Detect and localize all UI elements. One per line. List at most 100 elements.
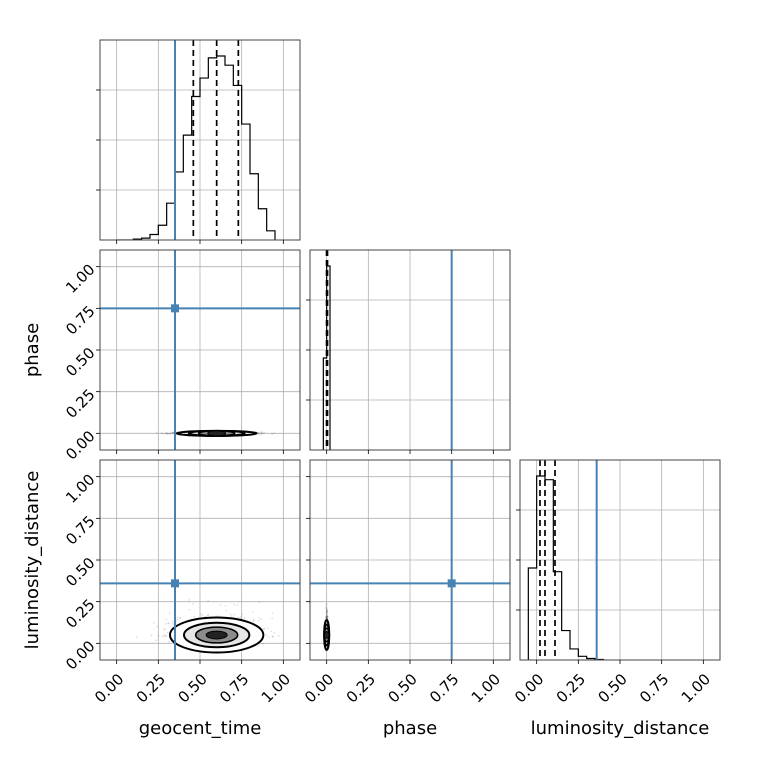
x-tick-label: 1.00 (468, 670, 504, 706)
scatter-point (261, 642, 264, 645)
y-axis-label-phase: phase (22, 323, 43, 377)
scatter-point (192, 615, 195, 618)
histogram-luminosity_distance (527, 475, 604, 660)
scatter-point (155, 431, 158, 434)
scatter-point (171, 431, 173, 434)
scatter-point (263, 627, 266, 630)
scatter-point (273, 632, 276, 634)
scatter-point (164, 432, 167, 435)
scatter-point (176, 616, 179, 619)
scatter-point (258, 617, 261, 620)
density-contour-4 (207, 430, 227, 437)
scatter-point (163, 628, 165, 631)
scatter-point (165, 431, 168, 434)
scatter-point (172, 431, 175, 434)
scatter-point (326, 610, 329, 613)
scatter-point (171, 620, 174, 623)
scatter-point (163, 634, 166, 637)
y-tick-label: 0.75 (62, 512, 98, 548)
scatter-point (243, 617, 246, 619)
scatter-point (167, 622, 170, 625)
scatter-point (201, 614, 204, 617)
scatter-point (326, 607, 328, 610)
scatter-point (325, 607, 327, 610)
density-contour-4 (323, 631, 330, 639)
scatter-point (325, 602, 328, 605)
x-tick-label: 0.50 (384, 670, 420, 706)
scatter-point (165, 622, 167, 625)
scatter-point (266, 627, 269, 630)
scatter-point (263, 431, 266, 434)
panel-luminosity_distance-luminosity_distance (519, 459, 721, 661)
scatter-point (219, 604, 222, 606)
scatter-point (164, 635, 167, 638)
scatter-point (273, 432, 276, 435)
scatter-point (326, 614, 329, 617)
y-tick-label: 1.00 (62, 470, 98, 506)
panel-content (100, 460, 300, 660)
scatter-point (325, 612, 328, 615)
scatter-point (326, 615, 328, 617)
x-tick-label: 0.75 (636, 670, 672, 706)
y-tick-label: 0.50 (62, 344, 98, 380)
panel-content (310, 460, 510, 660)
x-tick-label: 0.25 (133, 670, 169, 706)
scatter-point (277, 634, 280, 637)
panel-content (310, 250, 510, 450)
scatter-point (265, 634, 268, 636)
panel-content (520, 460, 720, 660)
x-tick-label: 0.50 (594, 670, 630, 706)
panel-phase-phase (309, 249, 511, 451)
scatter-point (233, 613, 236, 616)
truth-marker (447, 579, 456, 588)
scatter-point (166, 432, 168, 435)
scatter-point (225, 609, 227, 612)
y-axis-label-luminosity_distance: luminosity_distance (22, 471, 43, 650)
scatter-point (167, 640, 170, 643)
scatter-point (271, 635, 274, 638)
scatter-point (237, 616, 240, 619)
panel-content (100, 250, 300, 450)
truth-marker (171, 304, 179, 313)
scatter-point (325, 613, 328, 616)
scatter-point (326, 617, 329, 620)
scatter-point (260, 432, 263, 434)
y-tick-label: 0.00 (62, 427, 98, 463)
scatter-point (261, 431, 264, 434)
scatter-point (241, 613, 244, 616)
x-tick-label: 0.00 (301, 670, 337, 706)
scatter-point (167, 432, 170, 435)
panel-geocent_time-geocent_time (99, 39, 301, 241)
scatter-point (325, 616, 328, 619)
y-tick-label: 1.00 (62, 260, 98, 296)
scatter-point (153, 621, 155, 624)
scatter-point (165, 618, 168, 621)
scatter-point (191, 603, 194, 605)
histogram-geocent_time (116, 55, 276, 240)
scatter-point (326, 616, 329, 618)
x-tick-label: 0.50 (174, 670, 210, 706)
x-tick-label: 1.00 (678, 670, 714, 706)
x-axis-label-luminosity_distance: luminosity_distance (531, 718, 710, 739)
truth-marker (171, 579, 179, 588)
scatter-point (326, 617, 329, 620)
scatter-point (325, 616, 327, 618)
scatter-point (325, 610, 328, 613)
scatter-point (188, 599, 191, 601)
x-tick-label: 1.00 (258, 670, 294, 706)
scatter-point (170, 432, 173, 435)
scatter-point (257, 644, 260, 647)
scatter-point (325, 615, 328, 618)
scatter-point (262, 627, 265, 630)
scatter-point (325, 609, 328, 612)
scatter-point (166, 433, 169, 436)
scatter-point (161, 635, 164, 638)
x-axis-label-phase: phase (383, 718, 437, 739)
scatter-point (240, 615, 242, 618)
scatter-point (207, 599, 210, 602)
scatter-point (251, 611, 254, 614)
scatter-point (325, 617, 327, 619)
scatter-point (326, 609, 328, 612)
scatter-point (233, 603, 236, 606)
scatter-point (257, 619, 260, 622)
